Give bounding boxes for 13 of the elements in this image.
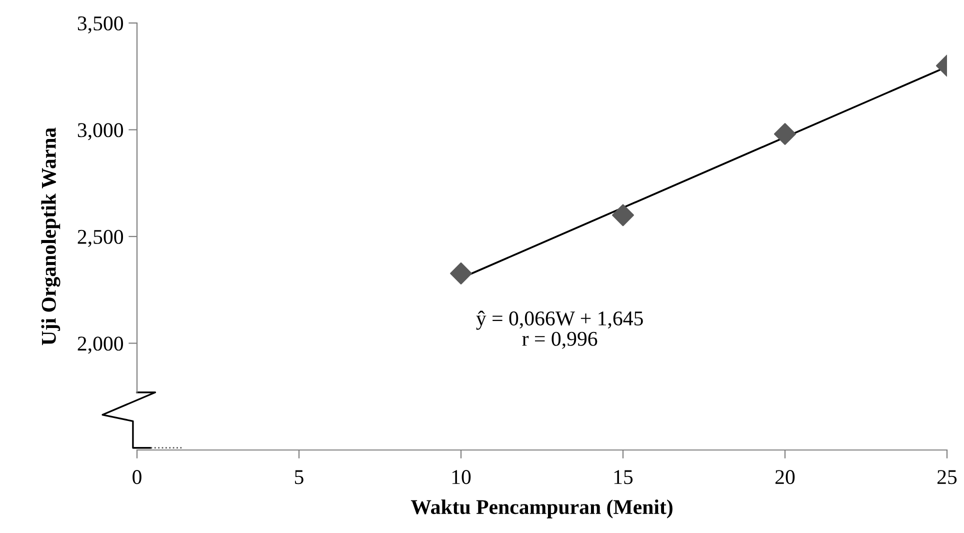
y-tick-label: 3,000 xyxy=(78,123,124,140)
y-axis-title: Uji Organoleptik Warna xyxy=(41,128,60,346)
y-tick-label: 2,500 xyxy=(78,230,124,247)
x-tick-label: 0 xyxy=(132,470,142,484)
x-tick-label: 10 xyxy=(452,470,471,484)
y-tick-label: 2,000 xyxy=(78,336,124,354)
x-tick-label: 15 xyxy=(614,470,633,484)
x-tick-label: 20 xyxy=(776,470,795,484)
x-tick-label: 5 xyxy=(295,470,304,484)
annotation: ŷ = 0,066W + 1,645 r = 0,996 xyxy=(476,310,643,349)
x-tick-label: 25 xyxy=(938,470,957,484)
x-axis-title: Waktu Pencampuran (Menit) xyxy=(410,499,672,518)
y-tick-label: 3,500 xyxy=(78,16,124,34)
